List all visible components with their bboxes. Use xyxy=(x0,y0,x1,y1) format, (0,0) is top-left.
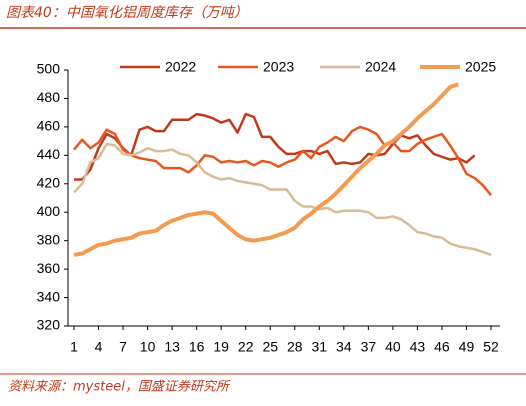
x-tick-label: 49 xyxy=(459,339,475,355)
legend-label: 2025 xyxy=(465,59,496,75)
chart-title: 图表40：中国氧化铝周度库存（万吨） xyxy=(6,5,248,21)
x-tick-label: 22 xyxy=(238,339,254,355)
y-tick-label: 380 xyxy=(37,231,61,247)
x-tick-label: 19 xyxy=(213,339,229,355)
y-tick-label: 340 xyxy=(37,288,61,304)
legend-label: 2023 xyxy=(263,59,294,75)
legend-label: 2024 xyxy=(365,59,396,75)
y-tick-label: 360 xyxy=(37,260,61,276)
x-tick-label: 16 xyxy=(189,339,205,355)
x-tick-label: 52 xyxy=(483,339,499,355)
x-tick-label: 13 xyxy=(164,339,180,355)
y-tick-label: 500 xyxy=(37,61,61,77)
y-tick-label: 420 xyxy=(37,174,61,190)
series-line xyxy=(74,112,476,181)
x-tick-label: 40 xyxy=(385,339,401,355)
x-tick-label: 1 xyxy=(70,339,78,355)
x-tick-label: 25 xyxy=(262,339,278,355)
x-tick-label: 34 xyxy=(336,339,352,355)
x-tick-label: 31 xyxy=(312,339,328,355)
x-tick-label: 7 xyxy=(119,339,127,355)
x-tick-label: 43 xyxy=(410,339,426,355)
y-tick-label: 460 xyxy=(37,118,61,134)
x-tick-label: 4 xyxy=(95,339,103,355)
x-tick-label: 10 xyxy=(140,339,156,355)
x-tick-label: 28 xyxy=(287,339,303,355)
legend-label: 2022 xyxy=(165,59,196,75)
y-tick-label: 320 xyxy=(37,317,61,333)
y-tick-label: 480 xyxy=(37,89,61,105)
series-line xyxy=(73,82,459,257)
x-tick-label: 46 xyxy=(434,339,450,355)
y-tick-label: 400 xyxy=(37,203,61,219)
source: 资料来源：mysteel，国盛证券研究所 xyxy=(8,379,231,395)
y-tick-label: 440 xyxy=(37,146,61,162)
series-line xyxy=(73,142,492,257)
x-tick-label: 37 xyxy=(361,339,377,355)
series-line xyxy=(73,125,492,196)
